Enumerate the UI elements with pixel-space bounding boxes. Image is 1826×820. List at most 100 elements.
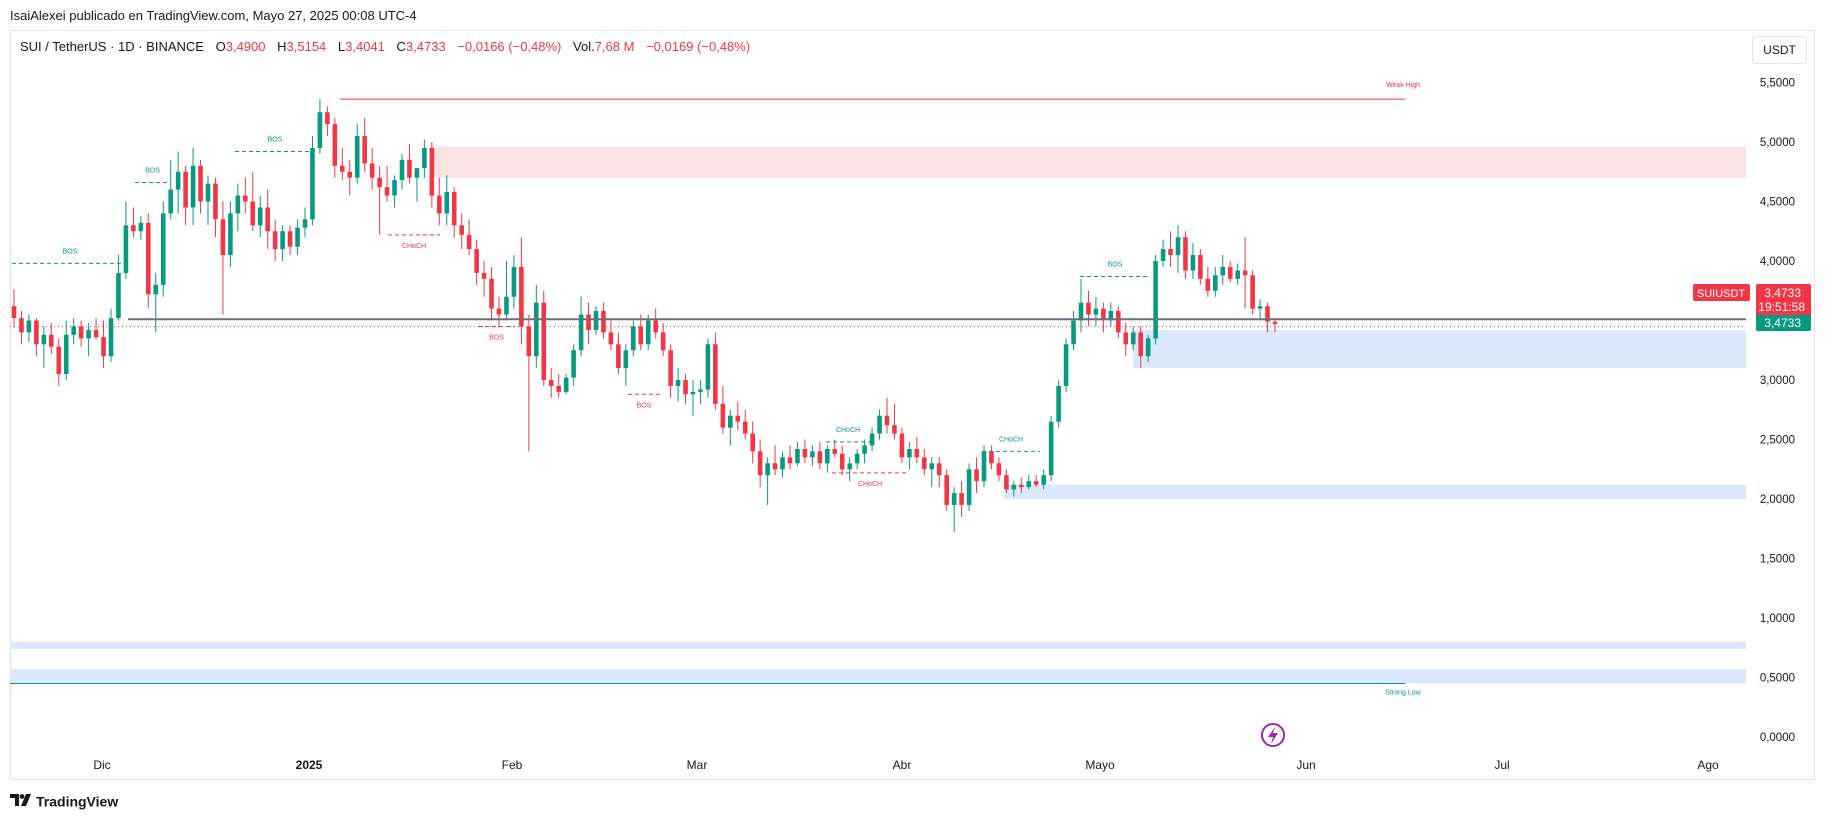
y-tick-label: 5,0000 bbox=[1760, 137, 1795, 149]
candle-body bbox=[660, 332, 666, 351]
candle-body bbox=[1048, 421, 1054, 476]
candle-body bbox=[362, 136, 367, 164]
candle-body bbox=[377, 177, 382, 188]
candle-body bbox=[966, 469, 972, 505]
candle-body bbox=[951, 493, 957, 505]
structure-label: BOS bbox=[63, 248, 78, 255]
low-value: 3,4041 bbox=[345, 39, 385, 54]
candle-body bbox=[354, 136, 360, 178]
candle-body bbox=[340, 165, 345, 172]
symbol-tag-label: SUIUSDT bbox=[1697, 288, 1746, 300]
candle-body bbox=[1250, 275, 1255, 309]
candle-body bbox=[720, 403, 726, 428]
candle-body bbox=[683, 380, 688, 395]
candle-body bbox=[795, 449, 800, 464]
candle-body bbox=[160, 213, 166, 285]
candle-body bbox=[1242, 270, 1248, 276]
candle-body bbox=[310, 147, 315, 220]
candle-body bbox=[541, 302, 547, 380]
structure-label: BOS bbox=[268, 137, 283, 144]
supply-zone bbox=[430, 146, 1746, 178]
y-tick-label: 2,0000 bbox=[1760, 494, 1795, 506]
symbol-label[interactable]: SUI / TetherUS · 1D · BINANCE bbox=[20, 39, 204, 54]
y-tick-label: 3,0000 bbox=[1760, 375, 1795, 387]
candle-body bbox=[996, 463, 1002, 476]
ohlc-legend: SUI / TetherUS · 1D · BINANCE O3,4900 H3… bbox=[20, 39, 750, 54]
flash-icon bbox=[1261, 723, 1285, 747]
candle-body bbox=[183, 171, 188, 208]
candle-body bbox=[862, 445, 867, 454]
candle-body bbox=[735, 415, 741, 422]
candle-body bbox=[772, 463, 778, 470]
candle-body bbox=[638, 326, 644, 345]
y-tick-label: 1,0000 bbox=[1760, 613, 1795, 625]
candle-body bbox=[205, 183, 211, 202]
candle-body bbox=[265, 207, 270, 232]
demand-zone bbox=[1004, 484, 1746, 499]
candle-body bbox=[1198, 255, 1203, 279]
candle-body bbox=[243, 195, 248, 202]
candle-body bbox=[198, 165, 203, 202]
candle-body bbox=[519, 266, 524, 327]
candle-body bbox=[817, 451, 823, 464]
candle-body bbox=[869, 433, 875, 446]
x-tick-label: Mayo bbox=[1085, 758, 1115, 772]
volume-value: 7,68 M bbox=[594, 39, 635, 54]
candle-body bbox=[989, 451, 994, 464]
candle-body bbox=[1145, 338, 1151, 357]
candle-body bbox=[757, 451, 763, 476]
candle-body bbox=[907, 449, 912, 458]
candle-body bbox=[765, 463, 770, 476]
candle-body bbox=[332, 124, 338, 166]
candle-body bbox=[1272, 321, 1278, 325]
candle-body bbox=[1019, 484, 1024, 488]
candle-body bbox=[974, 469, 979, 482]
candle-body bbox=[250, 201, 256, 226]
candle-body bbox=[1257, 306, 1263, 309]
candle-body bbox=[1011, 484, 1017, 490]
last-price-tag bbox=[1756, 315, 1811, 331]
x-tick-label: 2025 bbox=[296, 758, 323, 772]
close-value: 3,4733 bbox=[405, 39, 446, 54]
candle-body bbox=[922, 457, 927, 470]
candle-body bbox=[1123, 332, 1129, 345]
candle-body bbox=[884, 415, 890, 426]
structure-label: BOS bbox=[637, 402, 652, 409]
x-tick-label: Ago bbox=[1697, 758, 1719, 772]
candle-body bbox=[548, 380, 554, 386]
candle-body bbox=[220, 219, 226, 256]
y-tick-label: 5,5000 bbox=[1760, 78, 1795, 90]
candle-body bbox=[1086, 302, 1091, 315]
candle-body bbox=[929, 463, 935, 470]
candle-body bbox=[131, 225, 136, 232]
candle-body bbox=[56, 346, 62, 375]
tradingview-brand[interactable]: TradingView bbox=[10, 792, 118, 809]
candle-body bbox=[534, 302, 539, 357]
candle-body bbox=[1101, 308, 1106, 321]
candle-body bbox=[742, 421, 748, 434]
candle-body bbox=[944, 475, 949, 505]
structure-label: BOS bbox=[489, 334, 504, 341]
open-value: 3,4900 bbox=[225, 39, 266, 54]
candle-body bbox=[123, 225, 129, 273]
candle-body bbox=[1265, 306, 1270, 322]
candle-body bbox=[86, 330, 91, 339]
candle-body bbox=[280, 231, 285, 250]
candle-body bbox=[466, 234, 472, 250]
strong-low-label: Strong Low bbox=[1385, 689, 1421, 696]
candle-body bbox=[847, 463, 852, 470]
candle-body bbox=[571, 350, 576, 378]
candle-body bbox=[1041, 475, 1046, 485]
candle-body bbox=[93, 330, 99, 338]
x-tick-label: Abr bbox=[893, 758, 912, 772]
candle-body bbox=[959, 493, 964, 505]
y-tick-label: 2,5000 bbox=[1760, 435, 1795, 447]
currency-button[interactable]: USDT bbox=[1752, 36, 1807, 64]
candle-body bbox=[1056, 385, 1061, 422]
candle-body bbox=[1220, 266, 1226, 276]
candle-body bbox=[153, 284, 159, 295]
low-label: L bbox=[337, 39, 346, 54]
symbol-price-value: 3,4733 bbox=[1764, 286, 1801, 300]
candle-body bbox=[1213, 275, 1218, 291]
